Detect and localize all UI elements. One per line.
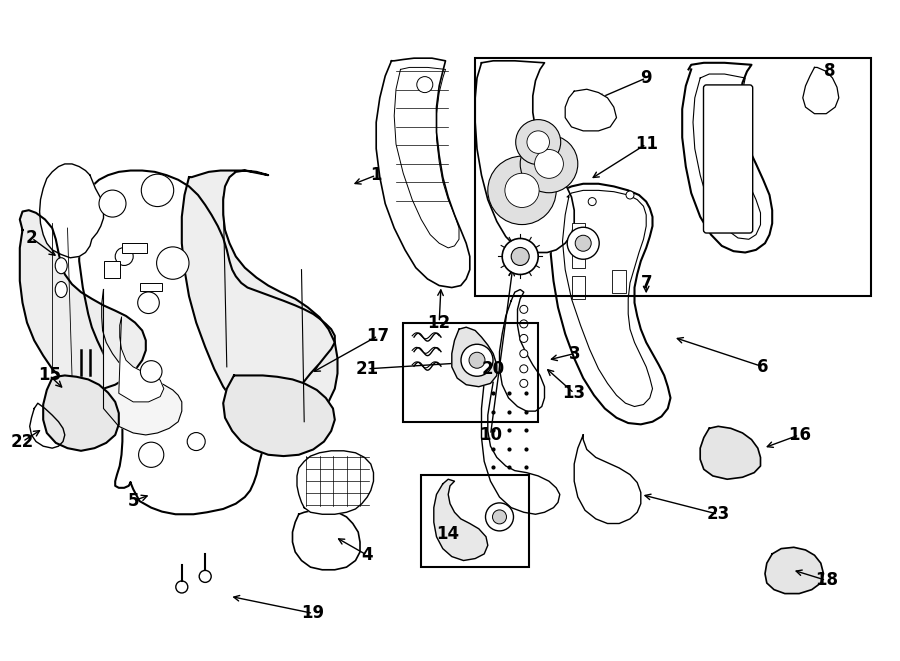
Circle shape (520, 350, 527, 358)
Text: 2: 2 (26, 229, 37, 247)
Text: 9: 9 (641, 69, 652, 87)
Circle shape (140, 361, 162, 382)
Circle shape (589, 198, 596, 206)
Bar (403, 323, 538, 422)
Bar (421, 475, 529, 567)
Bar (612, 270, 625, 293)
Polygon shape (682, 63, 772, 253)
Circle shape (520, 305, 527, 313)
Circle shape (485, 503, 514, 531)
Ellipse shape (55, 258, 68, 274)
Circle shape (199, 570, 212, 582)
Bar (140, 283, 162, 291)
Text: 12: 12 (428, 313, 451, 332)
Bar (572, 276, 585, 299)
Polygon shape (500, 290, 544, 411)
Circle shape (516, 120, 561, 165)
Polygon shape (292, 510, 360, 570)
Circle shape (626, 191, 634, 199)
Polygon shape (700, 426, 760, 479)
Polygon shape (20, 210, 146, 390)
Bar (572, 248, 585, 268)
Circle shape (511, 247, 529, 266)
Circle shape (520, 379, 527, 387)
Bar (122, 243, 147, 253)
Circle shape (567, 227, 599, 259)
Bar (572, 223, 585, 242)
Circle shape (99, 190, 126, 217)
Text: 8: 8 (824, 62, 835, 81)
Polygon shape (551, 184, 670, 424)
Text: 23: 23 (706, 505, 730, 524)
Text: 22: 22 (11, 432, 34, 451)
Text: 16: 16 (788, 426, 811, 444)
Circle shape (535, 149, 563, 178)
Polygon shape (765, 547, 824, 594)
Circle shape (520, 365, 527, 373)
Circle shape (138, 292, 159, 313)
Text: 11: 11 (634, 135, 658, 153)
Circle shape (176, 581, 188, 593)
Text: 18: 18 (814, 571, 838, 590)
Circle shape (469, 352, 485, 368)
Polygon shape (574, 435, 641, 524)
Text: 21: 21 (356, 360, 379, 378)
Text: 4: 4 (362, 546, 373, 564)
Circle shape (157, 247, 189, 280)
Circle shape (492, 510, 507, 524)
Polygon shape (119, 317, 164, 402)
Polygon shape (482, 382, 560, 514)
FancyBboxPatch shape (704, 85, 752, 233)
Polygon shape (565, 89, 617, 131)
Circle shape (520, 334, 527, 342)
Circle shape (115, 247, 133, 266)
Circle shape (520, 320, 527, 328)
Circle shape (139, 442, 164, 467)
Text: 5: 5 (128, 492, 139, 510)
Text: 14: 14 (436, 525, 460, 543)
Circle shape (505, 173, 539, 208)
Polygon shape (452, 327, 497, 387)
Polygon shape (475, 61, 574, 253)
Text: 6: 6 (758, 358, 769, 376)
Text: 7: 7 (641, 274, 652, 292)
Polygon shape (40, 164, 104, 258)
Polygon shape (182, 171, 338, 428)
Polygon shape (376, 58, 470, 288)
Polygon shape (434, 479, 488, 561)
Bar (475, 58, 871, 296)
Text: 15: 15 (38, 366, 61, 385)
Text: 17: 17 (366, 327, 390, 345)
Circle shape (526, 131, 549, 153)
Circle shape (141, 174, 174, 207)
Polygon shape (297, 451, 374, 514)
Circle shape (520, 135, 578, 193)
Polygon shape (102, 290, 182, 435)
Polygon shape (803, 67, 839, 114)
Text: 3: 3 (569, 344, 580, 363)
Text: 13: 13 (562, 384, 586, 403)
Circle shape (417, 77, 433, 93)
Circle shape (187, 432, 205, 451)
Circle shape (502, 239, 538, 274)
Ellipse shape (55, 282, 68, 297)
Circle shape (461, 344, 493, 376)
Polygon shape (223, 375, 335, 456)
Bar (104, 261, 120, 278)
Polygon shape (30, 403, 65, 448)
Polygon shape (43, 375, 119, 451)
Text: 19: 19 (302, 604, 325, 623)
Circle shape (575, 235, 591, 251)
Text: 20: 20 (482, 360, 505, 378)
Text: 1: 1 (371, 166, 382, 184)
Circle shape (488, 156, 556, 225)
Polygon shape (79, 171, 335, 514)
Text: 10: 10 (479, 426, 502, 444)
